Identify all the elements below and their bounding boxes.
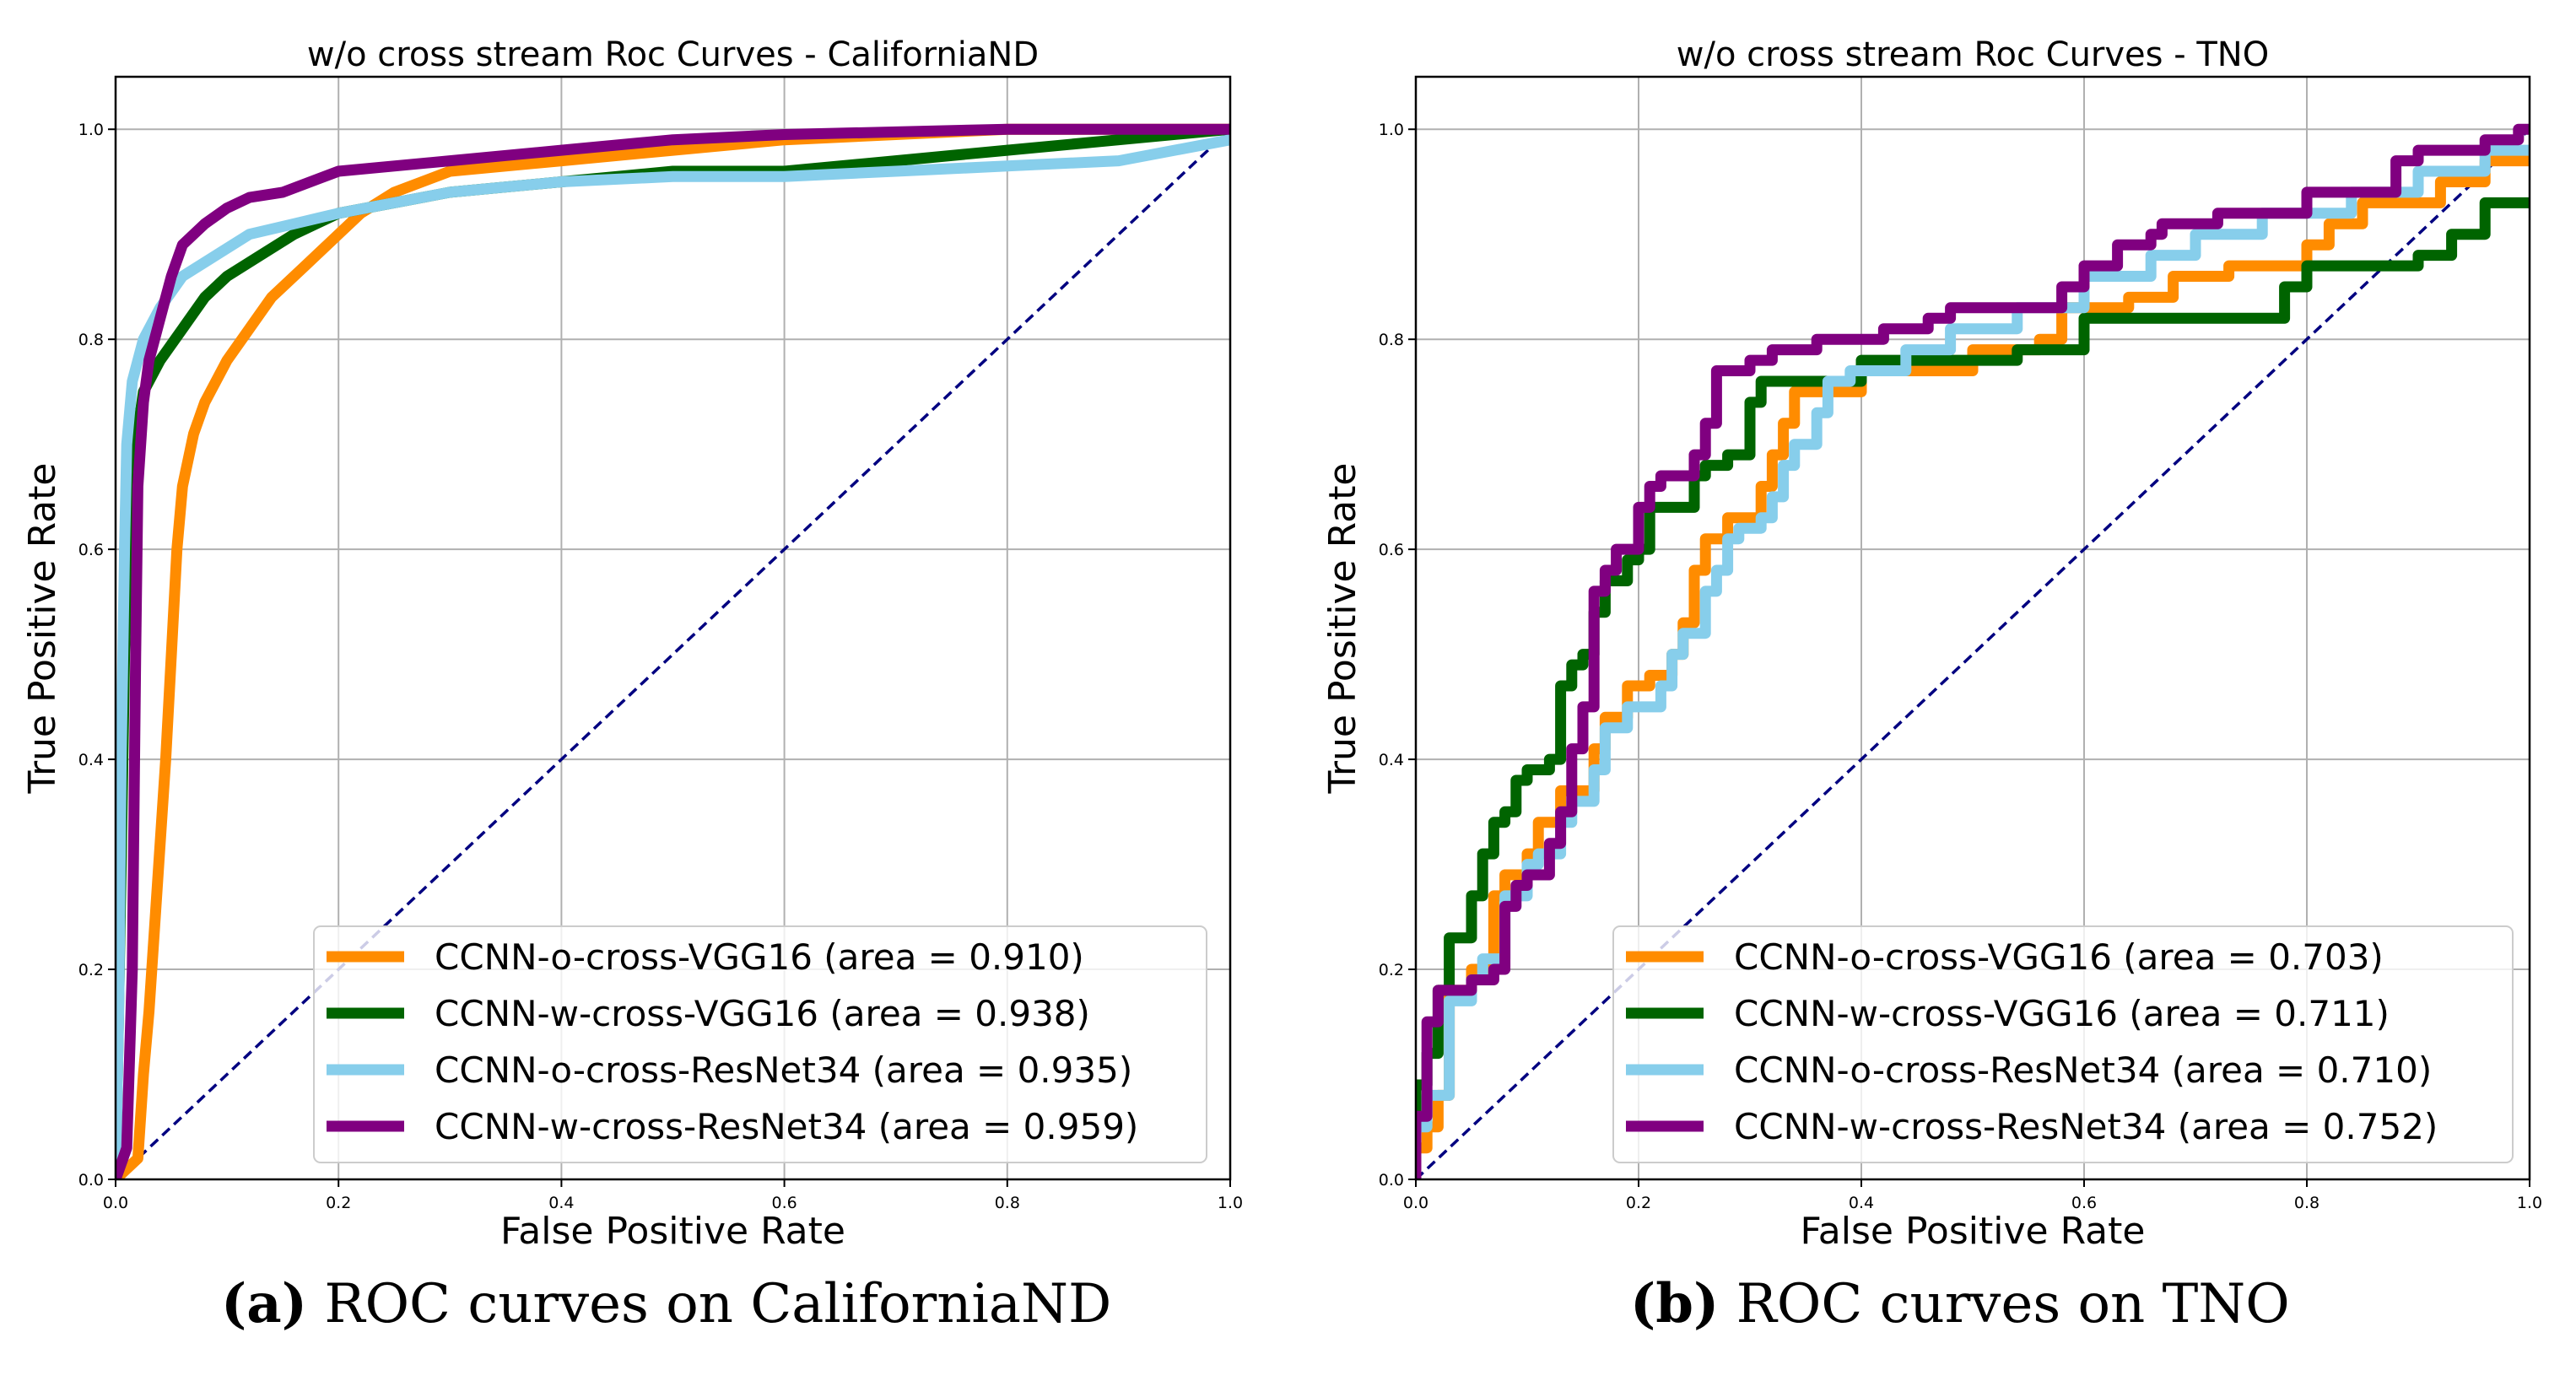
caption-a: (a) ROC curves on CaliforniaND xyxy=(221,1272,1111,1335)
chart-b-xtick-label: 0.0 xyxy=(1403,1194,1428,1212)
chart-b-legend: CCNN-o-cross-VGG16 (area = 0.703) CCNN-w-… xyxy=(1612,925,2514,1163)
caption-b-text: ROC curves on TNO xyxy=(1719,1273,2290,1335)
chart-b-ylabel: True Positive Rate xyxy=(1321,463,1364,795)
chart-a-title: w/o cross stream Roc Curves - California… xyxy=(307,35,1039,74)
chart-a-legend-entry-lightblue-resnet34: CCNN-o-cross-ResNet34 (area = 0.935) xyxy=(435,1049,1132,1091)
chart-b-legend-entry-lightblue-resnet34: CCNN-o-cross-ResNet34 (area = 0.710) xyxy=(1734,1049,2432,1091)
chart-a-ytick-label: 0.0 xyxy=(78,1171,104,1189)
chart-b-ytick-label: 0.0 xyxy=(1379,1171,1404,1189)
chart-b-legend-entry-orange-vgg16: CCNN-o-cross-VGG16 (area = 0.703) xyxy=(1734,936,2384,978)
chart-a-legend: CCNN-o-cross-VGG16 (area = 0.910) CCNN-w-… xyxy=(313,925,1207,1163)
chart-b-plot-frame xyxy=(1414,75,2531,1181)
chart-b-legend-box xyxy=(1612,925,2514,1163)
chart-a-legend-entry-purple-resnet34: CCNN-w-cross-ResNet34 (area = 0.959) xyxy=(435,1106,1138,1147)
chart-a-ytick-label: 0.2 xyxy=(78,961,104,979)
chart-b-xtick-label: 1.0 xyxy=(2517,1194,2542,1212)
chart-a-series-orange-vgg16 xyxy=(116,123,1230,1179)
chart-b-xtick-label: 0.2 xyxy=(1626,1194,1651,1212)
caption-b: (b) ROC curves on TNO xyxy=(1630,1272,2290,1335)
chart-a-xlabel: False Positive Rate xyxy=(500,1210,845,1253)
chart-b-xlabel: False Positive Rate xyxy=(1801,1210,2146,1253)
chart-a-xtick-label: 0.2 xyxy=(326,1194,351,1212)
chart-a-chance-diagonal xyxy=(114,127,1232,1181)
chart-b-ytick-label: 0.2 xyxy=(1379,961,1404,979)
chart-a-xtick-label: 1.0 xyxy=(1218,1194,1243,1212)
chart-a-plot-frame xyxy=(114,75,1232,1181)
chart-a-xtick-label: 0.4 xyxy=(548,1194,574,1212)
chart-b-chance-diagonal xyxy=(1414,127,2531,1181)
chart-b: 0.0 0.0 0.2 0.2 0.4 0.4 0.6 0.6 0.8 0.8 1.0 1.0 w/o … xyxy=(1321,35,2542,1253)
chart-a-legend-entry-orange-vgg16: CCNN-o-cross-VGG16 (area = 0.910) xyxy=(435,936,1084,978)
chart-b-legend-entry-green-vgg16: CCNN-w-cross-VGG16 (area = 0.711) xyxy=(1734,993,2390,1034)
chart-a-xtick-label: 0.8 xyxy=(995,1194,1020,1212)
chart-a-legend-box xyxy=(313,925,1207,1163)
chart-a: 0.0 0.0 0.2 0.2 0.4 0.4 0.6 0.6 0.8 0.8 1.0 1.0 w/o … xyxy=(21,35,1243,1253)
chart-b-title: w/o cross stream Roc Curves - TNO xyxy=(1677,35,2269,74)
chart-a-ylabel: True Positive Rate xyxy=(21,463,64,795)
chart-b-ytick-label: 0.4 xyxy=(1379,751,1404,769)
chart-b-xtick-label: 0.4 xyxy=(1849,1194,1874,1212)
chart-a-series-lightblue-resnet34 xyxy=(116,134,1230,1179)
chart-a-legend-entry-green-vgg16: CCNN-w-cross-VGG16 (area = 0.938) xyxy=(435,993,1090,1034)
caption-b-label: (b) xyxy=(1630,1272,1720,1335)
chart-a-ytick-label: 0.6 xyxy=(78,541,104,559)
chart-a-ytick-label: 1.0 xyxy=(78,121,104,139)
chart-b-series-purple-resnet34 xyxy=(1416,123,2530,1179)
chart-b-xtick-label: 0.6 xyxy=(2071,1194,2097,1212)
chart-b-xtick-label: 0.8 xyxy=(2294,1194,2319,1212)
caption-a-label: (a) xyxy=(221,1272,308,1335)
chart-a-xtick-label: 0.6 xyxy=(771,1194,797,1212)
chart-b-legend-entry-purple-resnet34: CCNN-w-cross-ResNet34 (area = 0.752) xyxy=(1734,1106,2438,1147)
chart-a-xtick-label: 0.0 xyxy=(103,1194,128,1212)
chart-a-ytick-label: 0.4 xyxy=(78,751,104,769)
chart-b-series-green-vgg16 xyxy=(1416,197,2530,1179)
chart-a-ytick-label: 0.8 xyxy=(78,331,104,349)
caption-a-text: ROC curves on CaliforniaND xyxy=(307,1273,1112,1335)
chart-b-ytick-label: 1.0 xyxy=(1379,121,1404,139)
chart-a-series-purple-resnet34 xyxy=(116,123,1230,1179)
chart-b-ytick-label: 0.8 xyxy=(1379,331,1404,349)
chart-b-ytick-label: 0.6 xyxy=(1379,541,1404,559)
